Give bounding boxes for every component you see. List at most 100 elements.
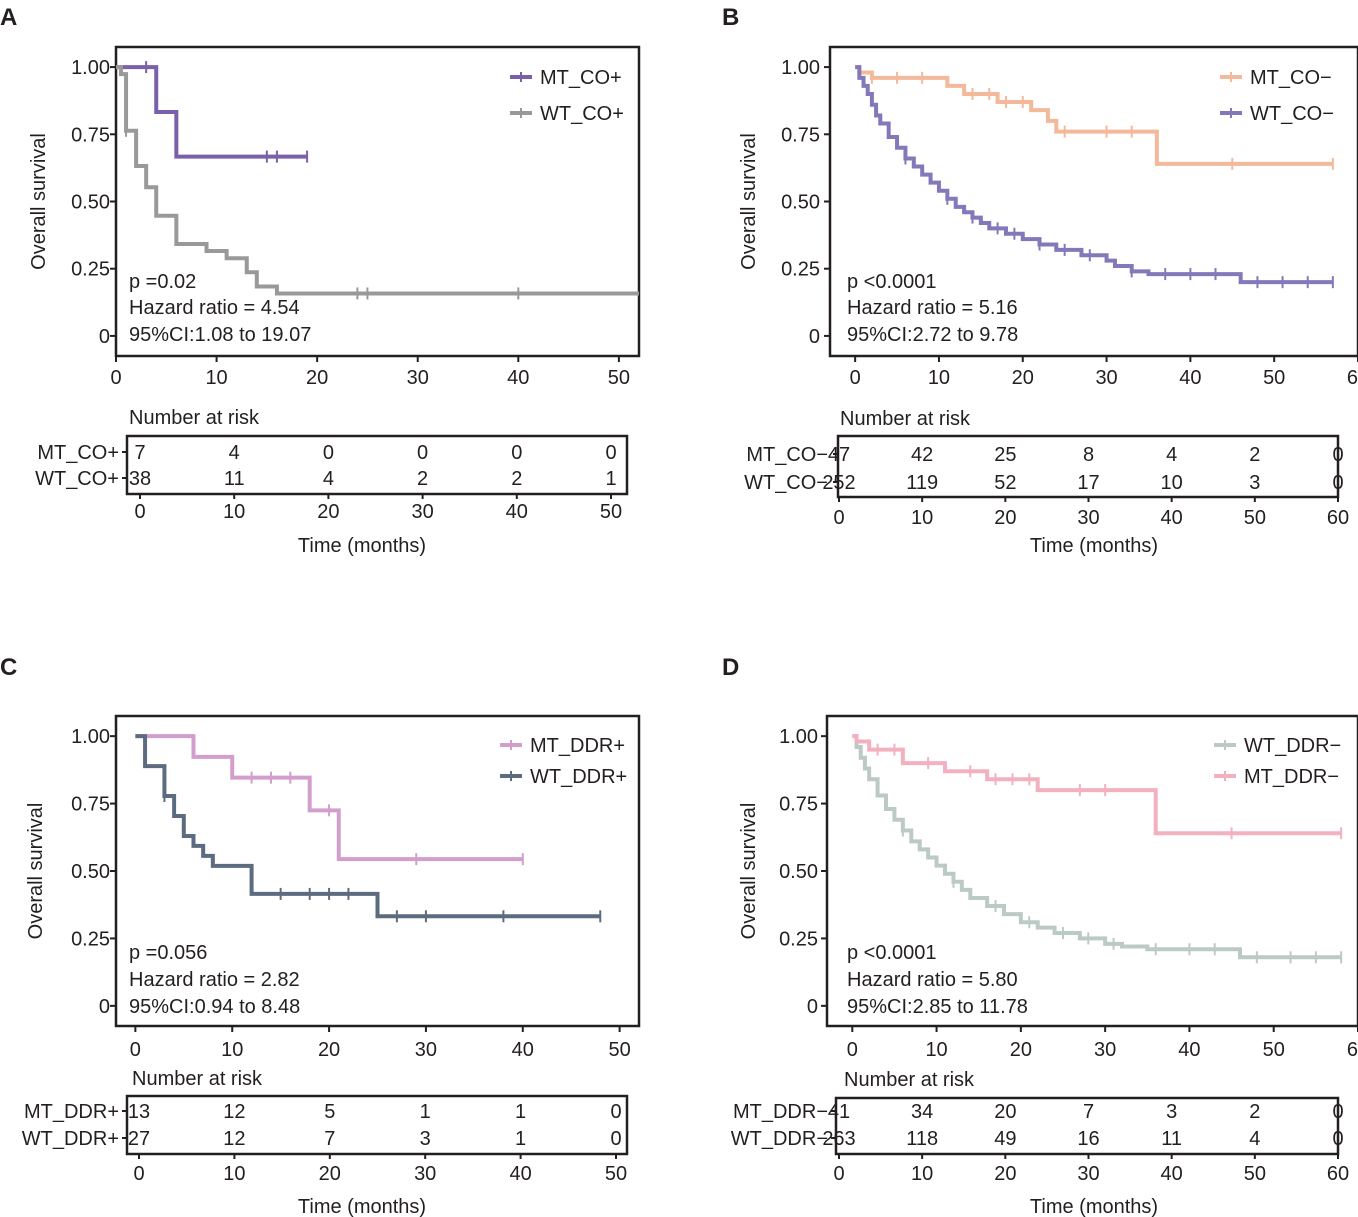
panel-letter: D <box>722 654 739 681</box>
risk-x-tick-label: 10 <box>911 1163 933 1185</box>
x-tick-label: 50 <box>608 367 630 389</box>
panel-b: B00.250.500.751.000102030405060Overall s… <box>722 4 1358 557</box>
legend-label: WT_CO+ <box>540 103 624 125</box>
risk-cell: 118 <box>906 1128 938 1150</box>
risk-cell: 263 <box>822 1128 855 1150</box>
risk-cell: 49 <box>994 1128 1016 1150</box>
risk-cell: 25 <box>994 444 1016 466</box>
risk-cell: 42 <box>911 444 933 466</box>
risk-cell: 47 <box>828 444 850 466</box>
risk-x-tick-label: 0 <box>833 507 844 529</box>
risk-cell: 27 <box>128 1128 150 1150</box>
legend-label: MT_CO− <box>1250 67 1332 89</box>
stat-line: Hazard ratio = 4.54 <box>129 297 300 319</box>
risk-x-tick-label: 40 <box>509 1163 531 1185</box>
risk-cell: 252 <box>822 472 855 494</box>
survival-curve-2 <box>135 734 601 919</box>
x-tick-label: 30 <box>1095 367 1117 389</box>
stat-line: p <0.0001 <box>847 271 937 293</box>
risk-cell: 7 <box>1083 1101 1094 1123</box>
risk-table-frame <box>125 1094 629 1156</box>
y-tick-label: 0 <box>99 326 110 348</box>
risk-cell: 4 <box>1249 1128 1260 1150</box>
x-tick-label: 20 <box>1010 1039 1032 1061</box>
x-tick-label: 50 <box>609 1039 631 1061</box>
risk-cell: 13 <box>128 1101 150 1123</box>
y-tick-label: 0.50 <box>781 192 820 214</box>
risk-table-frame <box>834 1096 1340 1156</box>
risk-row-label: MT_CO− <box>746 444 828 466</box>
stat-line: Hazard ratio = 2.82 <box>129 969 300 991</box>
stat-line: Hazard ratio = 5.16 <box>847 297 1018 319</box>
y-tick-label: 0.75 <box>71 794 110 816</box>
risk-cell: 4 <box>1166 444 1177 466</box>
risk-x-tick-label: 40 <box>1161 1163 1183 1185</box>
y-tick-label: 0.75 <box>71 124 110 146</box>
stat-line: p =0.02 <box>129 271 196 293</box>
y-tick-label: 0.50 <box>71 192 110 214</box>
stat-line: 95%CI:2.72 to 9.78 <box>847 324 1018 346</box>
risk-x-tick-label: 30 <box>411 501 433 523</box>
risk-row-label: MT_DDR+ <box>24 1101 119 1123</box>
risk-cell: 52 <box>994 472 1016 494</box>
risk-cell: 0 <box>417 442 428 464</box>
y-tick-label: 0 <box>99 996 110 1018</box>
risk-cell: 2 <box>511 468 522 490</box>
y-tick-label: 1.00 <box>71 57 110 79</box>
risk-cell: 12 <box>223 1128 245 1150</box>
risk-table-title: Number at risk <box>844 1069 975 1091</box>
panel-letter: B <box>722 4 739 31</box>
risk-x-tick-label: 50 <box>600 501 622 523</box>
risk-cell: 1 <box>515 1101 526 1123</box>
y-tick-label: 0.25 <box>779 928 818 950</box>
risk-row-label: WT_DDR− <box>731 1128 828 1150</box>
x-tick-label: 40 <box>512 1039 534 1061</box>
risk-x-tick-label: 0 <box>134 501 145 523</box>
y-axis-title: Overall survival <box>738 803 760 940</box>
risk-cell: 34 <box>911 1101 933 1123</box>
legend-label: MT_CO+ <box>540 67 622 89</box>
x-axis-title: Time (months) <box>1030 535 1158 557</box>
risk-cell: 0 <box>1332 472 1343 494</box>
y-tick-label: 0.25 <box>71 928 110 950</box>
risk-row-label: WT_DDR+ <box>22 1128 119 1150</box>
x-tick-label: 60 <box>1347 1039 1358 1061</box>
risk-x-tick-label: 10 <box>223 1163 245 1185</box>
x-tick-label: 0 <box>130 1039 141 1061</box>
y-tick-label: 0.50 <box>779 861 818 883</box>
risk-cell: 10 <box>1161 472 1183 494</box>
risk-x-tick-label: 10 <box>911 507 933 529</box>
y-tick-label: 0.25 <box>781 259 820 281</box>
risk-cell: 16 <box>1077 1128 1099 1150</box>
risk-cell: 3 <box>1249 472 1260 494</box>
risk-cell: 2 <box>1249 444 1260 466</box>
x-tick-label: 10 <box>925 1039 947 1061</box>
risk-x-tick-label: 10 <box>223 501 245 523</box>
risk-cell: 119 <box>906 472 938 494</box>
risk-x-tick-label: 0 <box>133 1163 144 1185</box>
risk-cell: 8 <box>1083 444 1094 466</box>
panel-letter: A <box>0 4 17 31</box>
risk-row-label: WT_CO+ <box>35 468 119 490</box>
risk-cell: 12 <box>223 1101 245 1123</box>
x-tick-label: 20 <box>318 1039 340 1061</box>
risk-cell: 7 <box>134 442 145 464</box>
x-tick-label: 40 <box>1178 1039 1200 1061</box>
stat-line: p =0.056 <box>129 942 207 964</box>
risk-x-tick-label: 20 <box>317 501 339 523</box>
stat-line: 95%CI:1.08 to 19.07 <box>129 324 311 346</box>
legend-label: MT_DDR+ <box>530 735 625 757</box>
y-tick-label: 1.00 <box>779 726 818 748</box>
y-tick-label: 0 <box>807 996 818 1018</box>
y-axis-title: Overall survival <box>28 133 50 270</box>
risk-x-tick-label: 0 <box>833 1163 844 1185</box>
y-tick-label: 0 <box>809 326 820 348</box>
risk-cell: 4 <box>229 442 240 464</box>
risk-table-frame <box>125 434 629 496</box>
risk-cell: 0 <box>610 1128 621 1150</box>
x-tick-label: 10 <box>928 367 950 389</box>
stat-line: p <0.0001 <box>847 942 937 964</box>
stat-line: Hazard ratio = 5.80 <box>847 969 1018 991</box>
risk-x-tick-label: 20 <box>994 507 1016 529</box>
